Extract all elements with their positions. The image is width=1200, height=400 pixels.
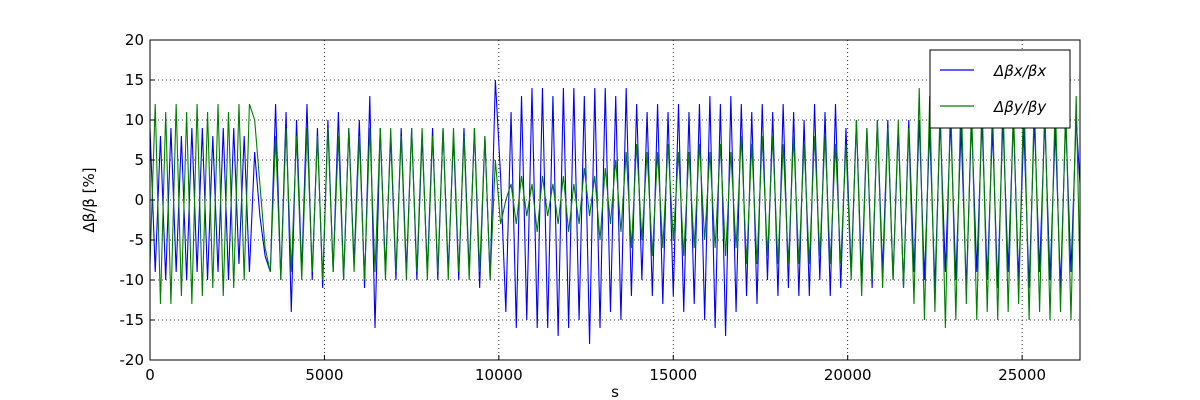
y-tick-label: -20 — [120, 351, 145, 369]
plot-lines — [150, 79, 1080, 345]
y-tick-label: -15 — [120, 311, 145, 329]
x-axis-label: s — [611, 383, 619, 400]
y-tick-label: 15 — [125, 71, 144, 89]
y-tick-label: 10 — [125, 111, 144, 129]
ticks: -20 -15 -10 -5 0 5 10 15 20 0 5000 10000 15000 20000 2… — [120, 31, 1046, 384]
legend-label: Δβx/βx — [993, 62, 1046, 80]
legend-box — [929, 49, 1071, 129]
y-tick-label: 20 — [125, 31, 144, 49]
x-tick-label: 0 — [145, 366, 155, 384]
y-axis-label: Δβ/β [%] — [80, 167, 98, 232]
series-line — [150, 87, 1080, 329]
x-tick-label: 20000 — [824, 366, 872, 384]
x-tick-label: 15000 — [649, 366, 697, 384]
x-tick-label: 25000 — [998, 366, 1046, 384]
y-tick-label: 5 — [134, 151, 144, 169]
x-tick-label: 5000 — [305, 366, 343, 384]
y-tick-label: 0 — [134, 191, 144, 209]
x-tick-label: 10000 — [475, 366, 523, 384]
legend-label: Δβy/βy — [993, 98, 1047, 116]
y-tick-label: -5 — [129, 231, 144, 249]
y-tick-label: -10 — [120, 271, 145, 289]
legend: Δβx/βx Δβy/βy — [929, 49, 1071, 129]
